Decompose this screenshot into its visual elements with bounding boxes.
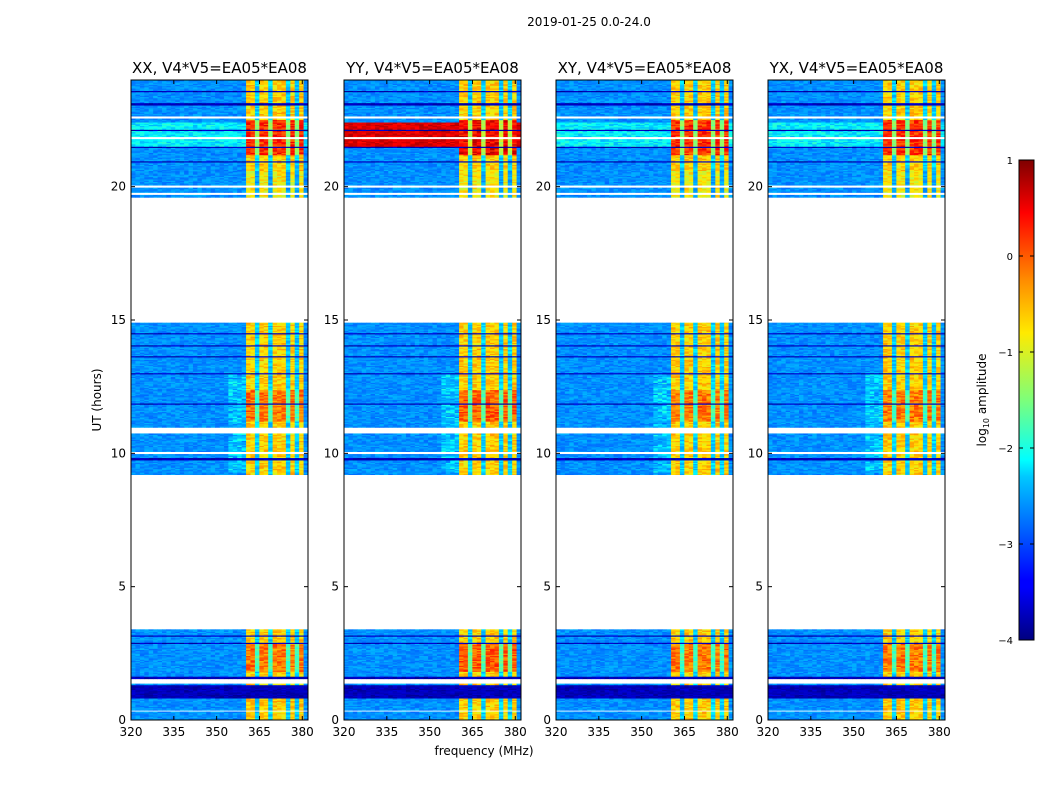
- heatmap-cell: [162, 712, 167, 714]
- heatmap-cell: [197, 712, 202, 714]
- heatmap-cell: [233, 712, 238, 714]
- heatmap-cell: [255, 684, 260, 686]
- heatmap-cell: [220, 712, 225, 714]
- figure-suptitle: 2019-01-25 0.0-24.0: [527, 15, 651, 29]
- heatmap-cell: [184, 684, 189, 686]
- heatmap-cell: [206, 684, 211, 686]
- heatmap-cell: [295, 712, 300, 714]
- heatmap-cell: [144, 684, 149, 686]
- heatmap-cell: [158, 712, 163, 714]
- heatmap-cell: [273, 684, 278, 686]
- heatmap-cell: [149, 684, 154, 686]
- heatmap-cell: [140, 712, 145, 714]
- heatmap-cell: [144, 712, 149, 714]
- heatmap-cell: [202, 684, 207, 686]
- heatmap-cell: [233, 684, 238, 686]
- heatmap-cell: [197, 684, 202, 686]
- heatmap-cell: [250, 684, 255, 686]
- heatmap-cell: [268, 712, 273, 714]
- heatmap-cell: [171, 684, 176, 686]
- heatmap-cell: [220, 684, 225, 686]
- heatmap-cells: [131, 80, 308, 720]
- heatmap-cell: [175, 712, 180, 714]
- heatmap-cell: [180, 684, 185, 686]
- heatmap-cell: [242, 684, 247, 686]
- heatmap-cell: [158, 684, 163, 686]
- heatmap-cell: [228, 712, 233, 714]
- heatmap-cell: [228, 684, 233, 686]
- heatmap-cell: [224, 684, 229, 686]
- heatmap-cell: [299, 712, 304, 714]
- heatmap-cell: [140, 684, 145, 686]
- heatmap-cell: [259, 712, 264, 714]
- heatmap-cell: [246, 684, 251, 686]
- heatmap-cell: [259, 684, 264, 686]
- heatmap-cell: [193, 684, 198, 686]
- heatmap-cell: [250, 712, 255, 714]
- heatmap-cell: [264, 712, 269, 714]
- heatmap-cell: [273, 712, 278, 714]
- heatmap-cell: [131, 684, 136, 686]
- heatmap-cell: [286, 712, 291, 714]
- heatmap-cell: [131, 712, 136, 714]
- heatmap-cell: [189, 712, 194, 714]
- heatmap-cell: [171, 712, 176, 714]
- heatmap-cell: [286, 684, 291, 686]
- heatmap-cell: [277, 684, 282, 686]
- heatmap-cell: [255, 712, 260, 714]
- heatmap-cell: [281, 712, 286, 714]
- heatmap-cell: [211, 684, 216, 686]
- heatmap-cell: [277, 712, 282, 714]
- heatmap-cell: [211, 712, 216, 714]
- heatmap-cell: [237, 684, 242, 686]
- heatmap-cell: [180, 712, 185, 714]
- heatmap-cell: [215, 712, 220, 714]
- heatmap-cell: [295, 684, 300, 686]
- heatmap-cell: [153, 712, 158, 714]
- heatmap-cell: [193, 712, 198, 714]
- heatmap-cell: [184, 712, 189, 714]
- heatmap-cell: [246, 712, 251, 714]
- heatmap-cell: [224, 712, 229, 714]
- heatmap-cell: [202, 712, 207, 714]
- heatmap-cell: [268, 684, 273, 686]
- heatmap-cell: [290, 712, 295, 714]
- heatmap-cell: [189, 684, 194, 686]
- heatmap-cell: [264, 684, 269, 686]
- heatmap-cell: [135, 712, 140, 714]
- heatmap-cell: [237, 712, 242, 714]
- heatmap-cell: [290, 684, 295, 686]
- heatmap-cell: [242, 712, 247, 714]
- heatmap-cell: [135, 684, 140, 686]
- heatmap-cell: [175, 684, 180, 686]
- heatmap-cell: [206, 712, 211, 714]
- heatmap-cell: [149, 712, 154, 714]
- heatmap-cell: [166, 684, 171, 686]
- figure: 2019-01-25 0.0-24.0 XX, V4*V5=EA05*EA083…: [0, 0, 1050, 800]
- heatmap-cell: [162, 684, 167, 686]
- heatmap-cell: [153, 684, 158, 686]
- heatmap-cell: [215, 684, 220, 686]
- heatmap-cell: [299, 684, 304, 686]
- heatmap-cell: [166, 712, 171, 714]
- heatmap-cell: [281, 684, 286, 686]
